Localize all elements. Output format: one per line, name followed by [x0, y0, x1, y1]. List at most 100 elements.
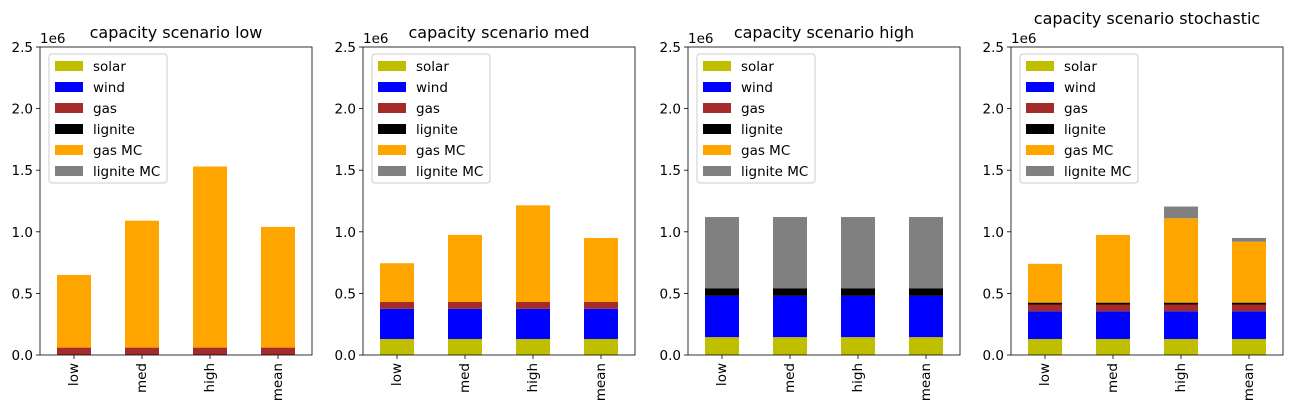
axes-frame — [687, 46, 961, 356]
bar-gas-high — [1164, 304, 1198, 312]
legend-label: solar — [741, 59, 774, 75]
bar-lignite-mc-high — [841, 217, 875, 289]
y-tick-label: 0.5 — [335, 286, 356, 302]
bar-lignite-low — [1028, 302, 1062, 305]
bar-solar-mean — [584, 338, 618, 355]
legend-swatch-wind — [703, 82, 731, 92]
legend-swatch-gas-mc — [703, 145, 731, 155]
y-tick-label: 0.0 — [335, 348, 356, 364]
y-tick-label: 0.5 — [983, 286, 1004, 302]
y-tick-label: 1.5 — [660, 163, 681, 179]
bar-gas-mc-med — [125, 220, 159, 348]
bar-wind-high — [841, 295, 875, 338]
bar-solar-mean — [1232, 338, 1266, 355]
bar-lignite-high — [841, 288, 875, 296]
bar-wind-med — [1096, 311, 1130, 339]
bar-wind-low — [1028, 311, 1062, 339]
x-tick-label: high — [202, 363, 218, 392]
chart-panel-1: low med high mean 0.0 0.5 1.0 1.5 2.0 2.5 1e6 capac… — [335, 23, 636, 401]
legend-swatch-gas-mc — [55, 145, 83, 155]
legend-label: gas MC — [93, 143, 142, 159]
bar-gas-mc-mean — [261, 226, 295, 348]
bar-gas-mc-low — [1028, 263, 1062, 303]
legend-swatch-gas-mc — [378, 145, 406, 155]
bar-lignite-mean — [1232, 302, 1266, 305]
x-tick-label: high — [1173, 363, 1189, 392]
bar-solar-low — [705, 337, 739, 355]
bar-gas-high — [516, 302, 550, 309]
bar-lignite-med — [1096, 302, 1130, 305]
axes-frame — [39, 46, 313, 356]
y-tick-label: 2.5 — [660, 40, 681, 56]
legend-swatch-lignite — [703, 124, 731, 134]
bar-lignite-mc-mean — [909, 217, 943, 289]
y-tick-label: 2.0 — [660, 102, 681, 118]
bar-solar-mean — [909, 337, 943, 355]
y-tick-label: 2.5 — [335, 40, 356, 56]
y-tick-label: 1.0 — [983, 225, 1004, 241]
legend-label: wind — [741, 80, 773, 96]
y-tick-label: 2.5 — [12, 40, 33, 56]
legend-swatch-gas — [703, 103, 731, 113]
y-offset-label: 1e6 — [40, 31, 65, 47]
chart-title: capacity scenario stochastic — [1034, 9, 1260, 28]
bar-solar-med — [448, 338, 482, 355]
legend-label: wind — [93, 80, 125, 96]
legend-label: lignite MC — [741, 164, 808, 180]
chart-panel-2: low med high mean 0.0 0.5 1.0 1.5 2.0 2.5 1e6 capac… — [660, 23, 961, 401]
y-tick-label: 1.5 — [983, 163, 1004, 179]
legend-label: gas MC — [741, 143, 790, 159]
bar-lignite-high — [1164, 302, 1198, 305]
legend-label: gas — [741, 101, 765, 117]
legend: solar wind gas lignite gas MC lignite MC — [1019, 53, 1139, 184]
y-tick-label: 2.5 — [983, 40, 1004, 56]
legend-swatch-solar — [703, 61, 731, 71]
legend-swatch-lignite — [378, 124, 406, 134]
legend-swatch-lignite-mc — [703, 166, 731, 176]
legend-swatch-wind — [378, 82, 406, 92]
x-tick-label: low — [1037, 363, 1053, 386]
bar-gas-low — [1028, 304, 1062, 312]
axes-frame — [362, 46, 636, 356]
x-tick-label: med — [1105, 363, 1121, 393]
bar-gas-mc-med — [448, 234, 482, 303]
bar-wind-mean — [1232, 311, 1266, 339]
legend-label: gas — [93, 101, 117, 117]
bar-solar-high — [1164, 338, 1198, 355]
bar-wind-high — [1164, 311, 1198, 339]
bar-wind-med — [773, 295, 807, 338]
x-tick-label: mean — [918, 363, 934, 401]
y-tick-label: 2.0 — [983, 102, 1004, 118]
bar-wind-med — [448, 308, 482, 339]
legend-swatch-gas — [1026, 103, 1054, 113]
bar-wind-high — [516, 308, 550, 339]
legend-swatch-gas — [55, 103, 83, 113]
bar-solar-low — [1028, 338, 1062, 355]
legend-label: lignite — [741, 122, 783, 138]
bar-gas-med — [448, 302, 482, 309]
bar-solar-high — [841, 337, 875, 355]
y-tick-label: 0.0 — [660, 348, 681, 364]
legend-label: gas — [1064, 101, 1088, 117]
bar-wind-low — [380, 308, 414, 339]
y-offset-label: 1e6 — [688, 31, 713, 47]
bar-gas-high — [193, 347, 227, 355]
legend-swatch-wind — [55, 82, 83, 92]
bar-gas-mc-high — [1164, 218, 1198, 303]
legend-label: gas MC — [1064, 143, 1113, 159]
bar-gas-mc-high — [516, 205, 550, 303]
legend-label: solar — [1064, 59, 1097, 75]
bar-lignite-mc-mean — [1232, 237, 1266, 242]
bar-solar-med — [1096, 338, 1130, 355]
legend-swatch-lignite — [1026, 124, 1054, 134]
legend-label: solar — [93, 59, 126, 75]
bar-gas-mean — [584, 302, 618, 309]
y-tick-label: 1.0 — [335, 225, 356, 241]
legend-label: lignite MC — [416, 164, 483, 180]
legend-swatch-lignite-mc — [1026, 166, 1054, 176]
legend-label: wind — [1064, 80, 1096, 96]
bar-gas-mc-high — [193, 166, 227, 348]
bar-solar-high — [516, 338, 550, 355]
y-tick-label: 1.5 — [12, 163, 33, 179]
y-tick-label: 1.5 — [335, 163, 356, 179]
